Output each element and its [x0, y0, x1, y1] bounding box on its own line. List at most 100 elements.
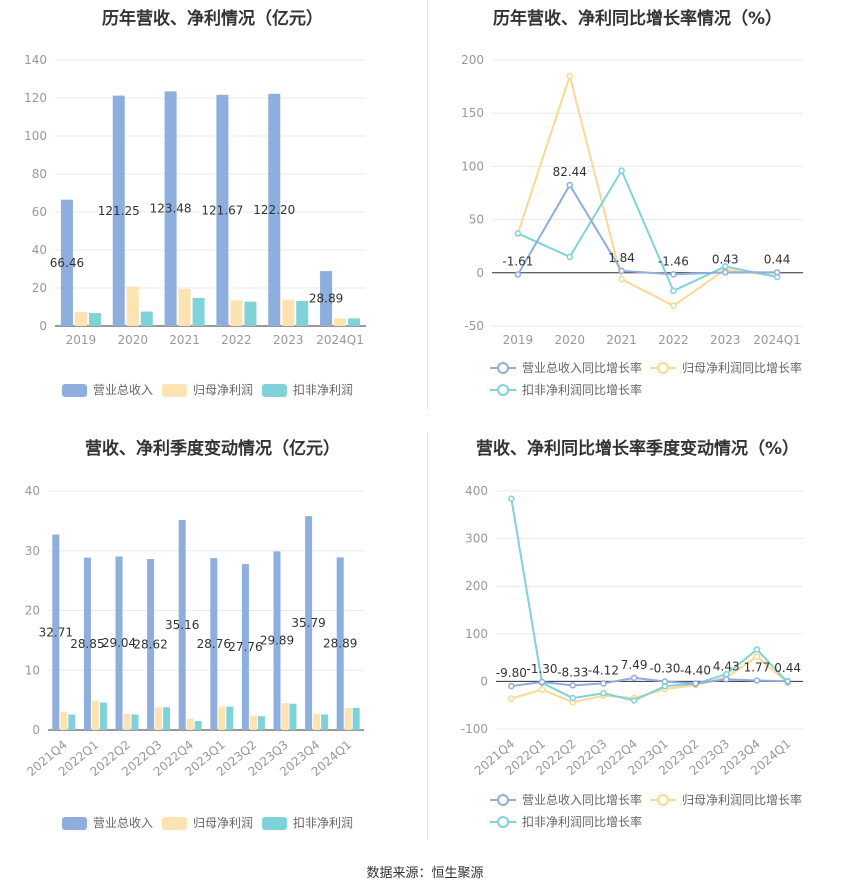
- bar: [112, 95, 125, 326]
- data-point: [514, 271, 522, 278]
- bar: [216, 94, 229, 327]
- annual-growth-svg: -50 0 50 100 150 200 -1.61 82.44 1.84 -1.46 0.43 0.…: [461, 53, 803, 397]
- data-label: 1.77: [744, 661, 771, 675]
- bar: [230, 300, 243, 326]
- data-point: [753, 677, 761, 684]
- legend-label: 营业总收入同比增长率: [522, 360, 642, 375]
- data-point: [670, 302, 677, 310]
- y-tick-label: 80: [32, 167, 47, 181]
- data-label: 1.84: [608, 251, 635, 265]
- data-label: -8.33: [557, 665, 588, 679]
- data-point: [753, 646, 761, 653]
- legend-label: 扣非净利润同比增长率: [522, 814, 642, 829]
- y-tick-label: 0: [39, 319, 47, 333]
- bar: [68, 714, 76, 730]
- data-point: [569, 682, 576, 689]
- bar: [164, 91, 177, 326]
- y-tick-label: 100: [24, 129, 47, 143]
- bar: [186, 718, 194, 730]
- data-label: 4.43: [713, 659, 740, 673]
- y-tick-label: 400: [465, 484, 488, 498]
- x-tick-label: 2019: [66, 333, 97, 347]
- y-tick-label: 50: [469, 213, 484, 227]
- x-tick-label: 2023: [273, 333, 304, 347]
- bar: [281, 703, 289, 730]
- data-source: 数据来源：恒生聚源: [366, 866, 484, 881]
- divider: [427, 0, 428, 410]
- data-label: 35.79: [291, 616, 325, 630]
- data-point: [538, 686, 546, 693]
- bar: [192, 297, 205, 326]
- x-tick-label: 2024Q1: [316, 333, 364, 347]
- quarterly-revenue-profit-chart: 营收、净利季度变动情况（亿元） 0 10 20 30 40 32.71 28.85 29.04…: [0, 430, 425, 850]
- data-label: 35.16: [165, 618, 199, 632]
- x-tick-label: 2021: [169, 333, 200, 347]
- quarterly-revenue-profit-svg: 01020304032.7128.8529.0428.6235.1628.762…: [24, 484, 364, 830]
- bar: [226, 706, 234, 730]
- legend-label: 扣非净利润: [293, 816, 353, 830]
- data-point: [514, 230, 522, 237]
- y-tick-label: -50: [464, 319, 484, 333]
- bar: [131, 714, 139, 730]
- data-point: [566, 72, 573, 80]
- bar: [352, 707, 360, 730]
- data-point: [538, 678, 546, 686]
- data-label: -4.40: [680, 663, 711, 677]
- y-tick-label: 0: [480, 674, 488, 688]
- data-label: -1.61: [502, 255, 533, 269]
- bar: [257, 716, 265, 730]
- chart-title: 营收、净利季度变动情况（亿元）: [85, 439, 340, 459]
- bar: [244, 301, 257, 326]
- bar: [313, 713, 321, 730]
- bar: [305, 516, 313, 730]
- legend-marker: [162, 817, 187, 830]
- legend-marker: [497, 384, 509, 396]
- data-label: 122.20: [253, 203, 295, 217]
- bar: [126, 286, 139, 326]
- bar: [60, 712, 68, 730]
- data-label: 27.76: [228, 640, 262, 654]
- legend-marker: [62, 384, 87, 397]
- legend-label: 归母净利润同比增长率: [682, 360, 802, 375]
- legend-marker: [497, 816, 509, 828]
- bar: [140, 311, 153, 326]
- series-line: [517, 183, 778, 276]
- legend-marker: [657, 362, 669, 374]
- data-label: 121.67: [201, 203, 243, 217]
- bar: [178, 519, 186, 730]
- data-label: 28.62: [133, 637, 167, 651]
- chart-title: 营收、净利同比增长率季度变动情况（%）: [475, 439, 800, 459]
- y-tick-label: 200: [461, 53, 484, 67]
- data-label: 82.44: [553, 165, 587, 179]
- data-point: [618, 275, 625, 283]
- x-tick-label: 2020: [554, 333, 585, 347]
- legend-label: 营业总收入: [93, 383, 153, 397]
- data-point: [566, 253, 573, 261]
- x-tick-label: 2021: [606, 333, 637, 347]
- bar: [60, 199, 73, 326]
- data-point: [722, 269, 729, 276]
- bar: [344, 707, 352, 730]
- data-point: [670, 287, 677, 295]
- data-point: [630, 674, 638, 682]
- y-tick-label: 120: [24, 91, 47, 105]
- y-tick-label: 10: [25, 663, 40, 677]
- legend-label: 归母净利润同比增长率: [682, 792, 802, 807]
- data-point: [618, 167, 625, 174]
- y-tick-label: -100: [461, 722, 488, 736]
- x-tick-label: 2019: [503, 333, 534, 347]
- data-point: [508, 682, 515, 690]
- data-point: [569, 694, 576, 702]
- data-label: -0.30: [649, 662, 680, 676]
- y-tick-label: 0: [476, 266, 484, 280]
- bar: [163, 707, 171, 730]
- data-label: 121.25: [98, 204, 140, 218]
- data-label: 29.89: [260, 634, 294, 648]
- y-tick-label: 40: [25, 484, 40, 498]
- chart-title: 历年营收、净利情况（亿元）: [102, 9, 323, 29]
- legend-label: 扣非净利润: [293, 383, 353, 397]
- quarterly-growth-svg: -100 0 100 200 300 400 -9.80 -1.30 -8.33 -4.12 7.4…: [461, 484, 803, 829]
- data-point: [753, 653, 761, 660]
- bar: [320, 271, 333, 326]
- annual-revenue-profit-chart: 历年营收、净利情况（亿元） 0 20 40 60 80 100 120 140 66.46 121…: [0, 0, 425, 420]
